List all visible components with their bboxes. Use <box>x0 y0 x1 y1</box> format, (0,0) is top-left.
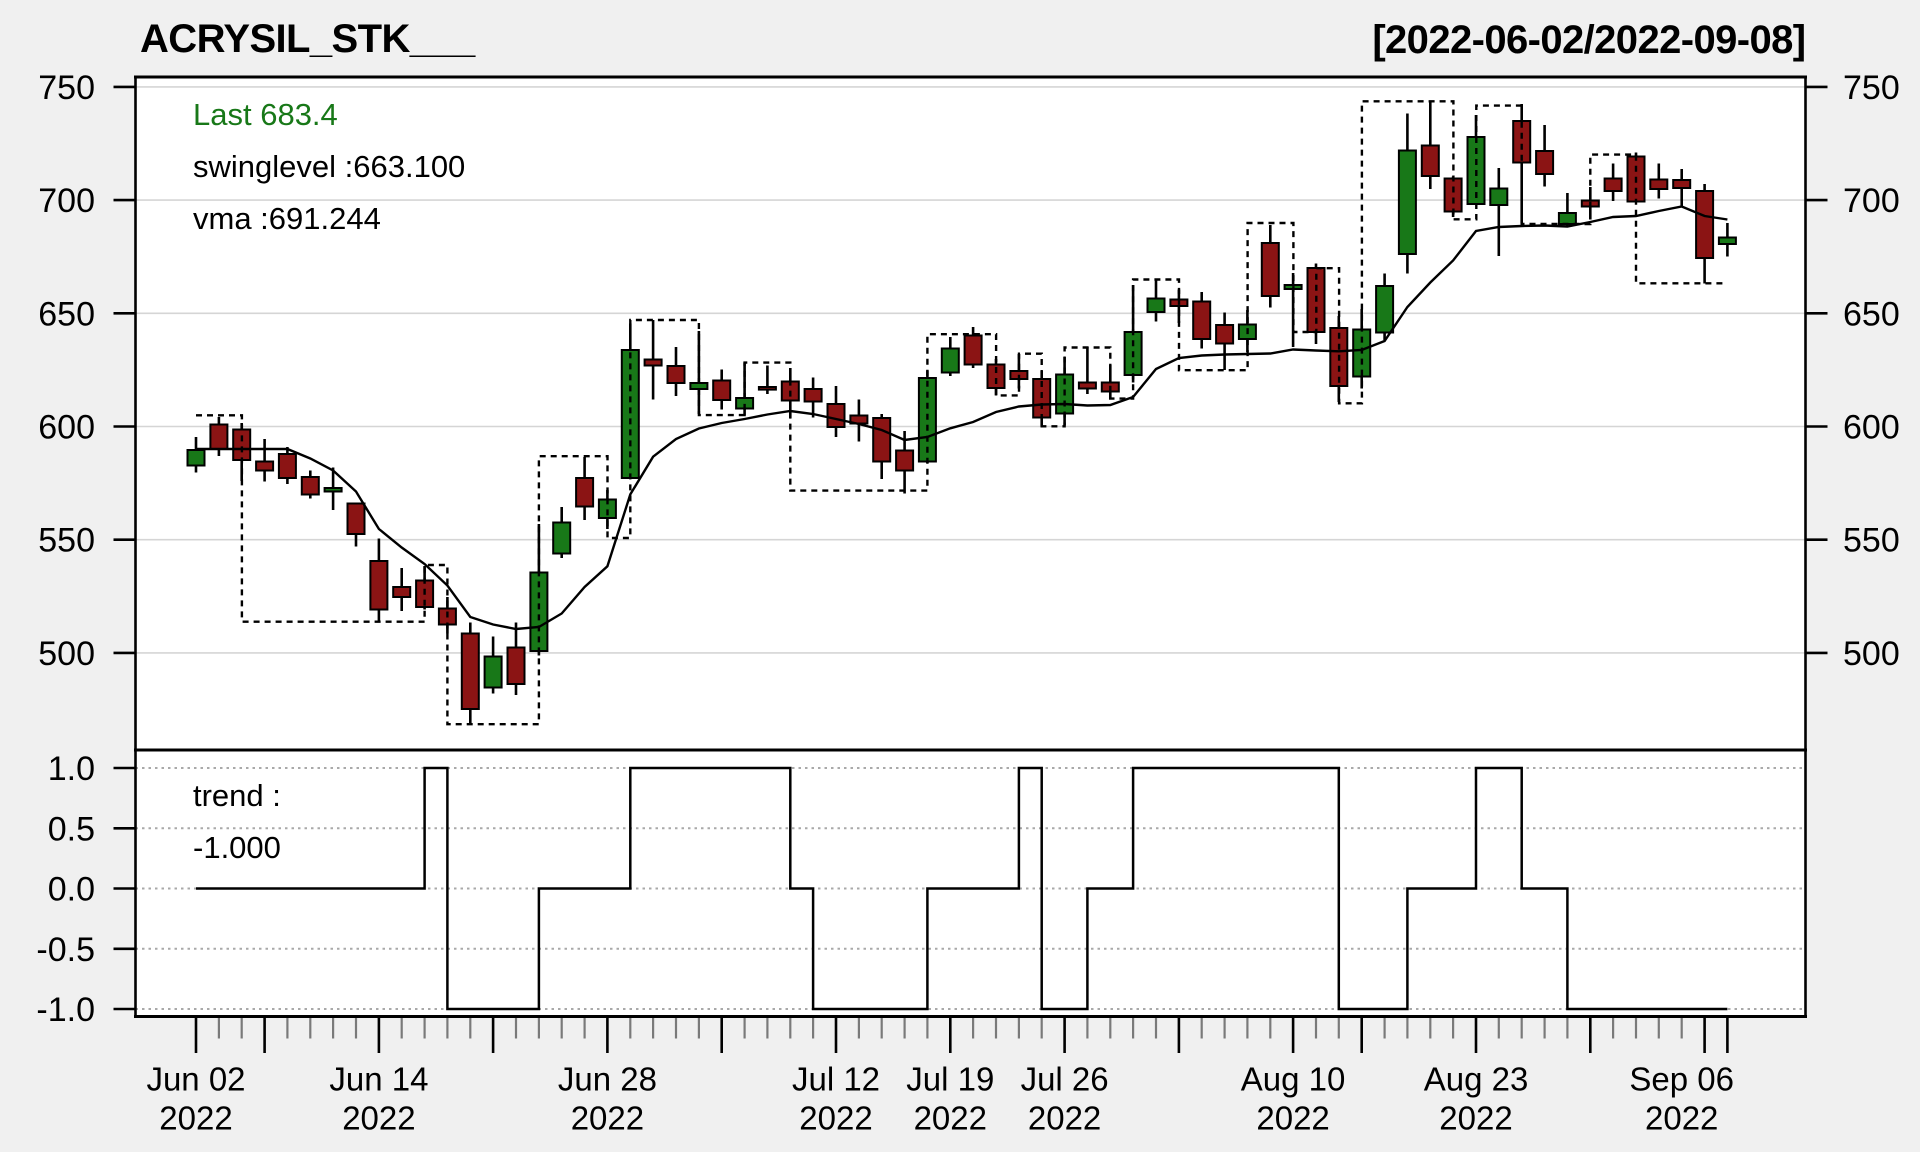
svg-text:2022: 2022 <box>1439 1100 1512 1137</box>
svg-text:Jul 19: Jul 19 <box>906 1061 994 1098</box>
svg-text:550: 550 <box>1843 522 1900 560</box>
svg-text:650: 650 <box>1843 295 1900 333</box>
svg-text:swinglevel :663.100: swinglevel :663.100 <box>193 149 465 184</box>
svg-text:1.0: 1.0 <box>48 750 95 788</box>
svg-text:trend :: trend : <box>193 778 281 813</box>
svg-text:500: 500 <box>1843 635 1900 673</box>
svg-text:600: 600 <box>1843 409 1900 447</box>
svg-text:vma :691.244: vma :691.244 <box>193 201 381 236</box>
svg-text:2022: 2022 <box>799 1100 872 1137</box>
svg-text:Jun 28: Jun 28 <box>558 1061 657 1098</box>
svg-text:500: 500 <box>38 635 95 673</box>
svg-text:650: 650 <box>38 295 95 333</box>
svg-text:2022: 2022 <box>914 1100 987 1137</box>
svg-text:Aug 10: Aug 10 <box>1241 1061 1346 1098</box>
svg-text:2022: 2022 <box>571 1100 644 1137</box>
svg-text:Jul 26: Jul 26 <box>1021 1061 1109 1098</box>
svg-text:Aug 23: Aug 23 <box>1424 1061 1529 1098</box>
svg-text:2022: 2022 <box>159 1100 232 1137</box>
svg-text:700: 700 <box>1843 182 1900 220</box>
svg-text:750: 750 <box>38 69 95 107</box>
svg-text:-1.000: -1.000 <box>193 830 281 865</box>
svg-text:Jul 12: Jul 12 <box>792 1061 880 1098</box>
svg-text:ACRYSIL_STK___: ACRYSIL_STK___ <box>140 17 476 61</box>
svg-text:600: 600 <box>38 409 95 447</box>
svg-text:550: 550 <box>38 522 95 560</box>
svg-text:Jun 14: Jun 14 <box>329 1061 428 1098</box>
svg-text:Last 683.4: Last 683.4 <box>193 97 338 132</box>
svg-text:0.5: 0.5 <box>48 810 95 848</box>
svg-text:Sep 06: Sep 06 <box>1629 1061 1734 1098</box>
svg-text:0.0: 0.0 <box>48 871 95 909</box>
svg-text:[2022-06-02/2022-09-08]: [2022-06-02/2022-09-08] <box>1372 18 1805 62</box>
svg-text:750: 750 <box>1843 69 1900 107</box>
svg-text:2022: 2022 <box>1645 1100 1718 1137</box>
svg-text:Jun 02: Jun 02 <box>146 1061 245 1098</box>
svg-text:2022: 2022 <box>1256 1100 1329 1137</box>
svg-text:-1.0: -1.0 <box>36 991 95 1029</box>
svg-text:700: 700 <box>38 182 95 220</box>
svg-text:-0.5: -0.5 <box>36 931 95 969</box>
svg-text:2022: 2022 <box>342 1100 415 1137</box>
svg-text:2022: 2022 <box>1028 1100 1101 1137</box>
